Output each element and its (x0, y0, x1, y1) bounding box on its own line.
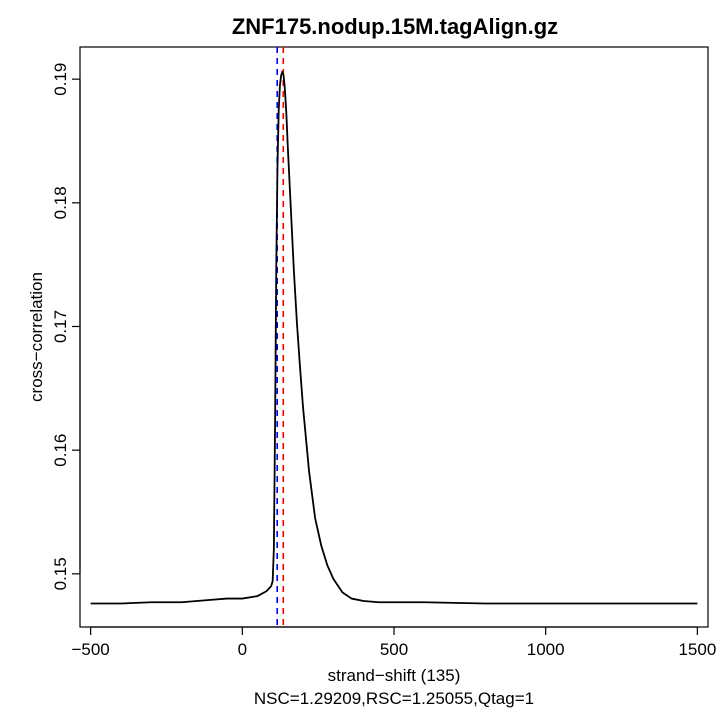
y-tick-label: 0.18 (51, 186, 70, 219)
reference-lines (276, 47, 285, 627)
x-tick-label: 1500 (678, 640, 716, 659)
y-tick-label: 0.17 (51, 310, 70, 343)
chart-title: ZNF175.nodup.15M.tagAlign.gz (232, 14, 558, 39)
x-axis-label: strand−shift (135) (328, 666, 461, 685)
y-axis: 0.15 0.16 0.17 0.18 0.19 (51, 63, 81, 590)
y-tick-label: 0.16 (51, 434, 70, 467)
y-tick-label: 0.19 (51, 63, 70, 96)
x-tick-label: −500 (71, 640, 109, 659)
series-line (90, 70, 698, 605)
x-axis: −500 0 500 1000 1500 (71, 626, 716, 659)
x-tick-label: 0 (238, 640, 247, 659)
y-tick-label: 0.15 (51, 557, 70, 590)
plot-frame (79, 46, 709, 628)
y-axis-label: cross−correlation (27, 272, 46, 402)
series-layer (90, 70, 698, 605)
x-tick-label: 1000 (527, 640, 565, 659)
chart-subtitle: NSC=1.29209,RSC=1.25055,Qtag=1 (254, 689, 534, 708)
x-tick-label: 500 (380, 640, 408, 659)
